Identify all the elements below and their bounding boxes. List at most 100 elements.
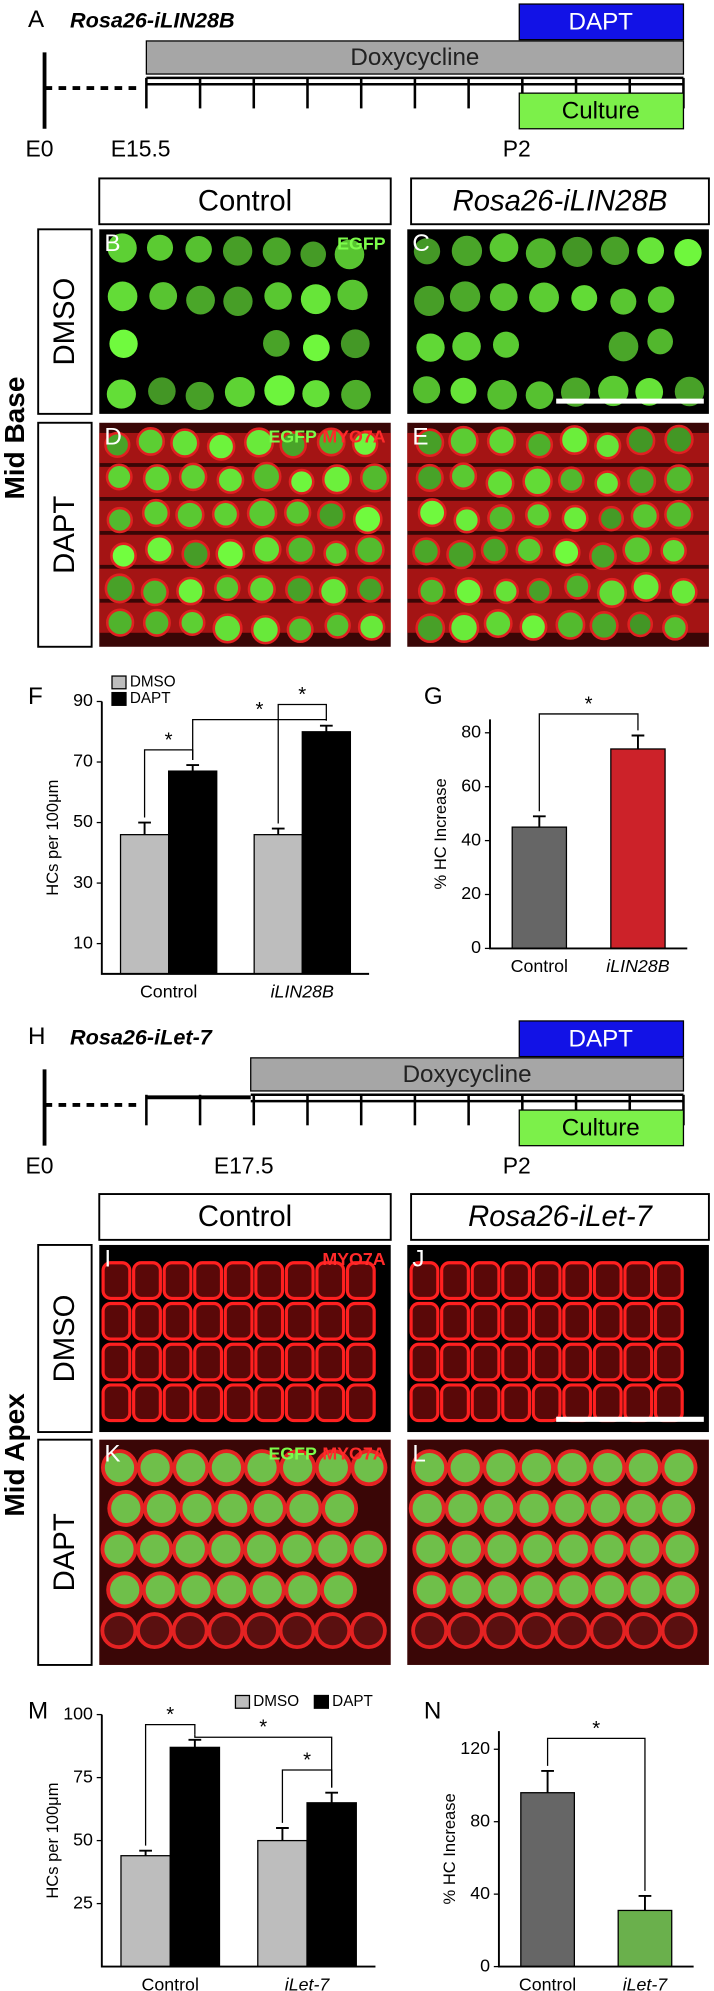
cell xyxy=(470,1261,501,1300)
cell xyxy=(345,1301,376,1341)
cell xyxy=(243,427,275,458)
panel-letter: I xyxy=(104,1246,111,1273)
bar xyxy=(520,1792,576,1968)
legend-swatch xyxy=(234,1694,251,1709)
y-tick-label: 10 xyxy=(73,932,93,952)
culture-label: Culture xyxy=(562,98,640,125)
cell xyxy=(589,542,617,571)
dapt-label: DAPT xyxy=(568,9,633,36)
bar xyxy=(511,826,568,950)
bar xyxy=(617,1909,673,1968)
cell xyxy=(176,576,205,606)
dapt-box xyxy=(518,1020,685,1058)
cell xyxy=(653,1301,684,1341)
cell xyxy=(110,542,137,570)
column-header: Rosa26-iLIN28B xyxy=(453,185,668,217)
timeline-title: Rosa26-iLet-7 xyxy=(70,1024,213,1049)
significance-label: * xyxy=(166,1704,174,1726)
cell xyxy=(489,233,519,262)
cell xyxy=(653,1261,684,1300)
cell xyxy=(317,500,346,530)
cell xyxy=(136,427,165,456)
cell xyxy=(483,1530,521,1568)
cell xyxy=(470,1383,501,1423)
stage-label: E15.5 xyxy=(111,135,171,161)
cell xyxy=(207,1612,245,1650)
cell xyxy=(412,1571,450,1609)
cell xyxy=(525,381,554,410)
cell xyxy=(140,578,169,607)
cell xyxy=(531,1301,562,1341)
significance-bracket xyxy=(194,1734,333,1788)
y-axis-label: % HC Increase xyxy=(431,778,450,889)
panel-label: H xyxy=(28,1023,45,1050)
cell xyxy=(623,1261,654,1300)
stage-label: E0 xyxy=(25,135,53,161)
error-bar xyxy=(325,1791,339,1803)
cell xyxy=(518,1612,556,1650)
cell xyxy=(531,1383,562,1423)
cell xyxy=(181,539,211,569)
cell xyxy=(224,377,255,407)
cell xyxy=(518,1449,555,1487)
error-bar xyxy=(319,724,333,732)
legend-swatch xyxy=(111,675,127,690)
cell xyxy=(662,1571,700,1609)
column-header: Control xyxy=(198,1201,292,1233)
cell xyxy=(213,1571,251,1609)
cell xyxy=(141,1571,179,1609)
cell xyxy=(623,1383,654,1423)
cell xyxy=(450,377,477,404)
cell xyxy=(286,535,316,565)
y-axis-label: HCs per 100μm xyxy=(43,1783,62,1899)
error-bar xyxy=(276,1827,289,1841)
bar xyxy=(253,834,303,975)
cell xyxy=(132,1383,162,1423)
cell xyxy=(493,578,519,605)
cell xyxy=(214,1489,252,1527)
cell xyxy=(596,577,627,608)
panel-letter: K xyxy=(104,1440,120,1467)
cell xyxy=(357,613,386,641)
legend-label: DMSO xyxy=(253,1693,299,1710)
cell xyxy=(250,615,281,645)
cell xyxy=(594,470,621,497)
cell xyxy=(101,1301,132,1341)
cell xyxy=(515,536,543,564)
y-tick-label: 30 xyxy=(73,872,93,892)
y-tick-label: 120 xyxy=(460,1738,490,1758)
cell xyxy=(215,538,246,569)
cell xyxy=(409,1301,440,1341)
cell xyxy=(354,534,385,565)
doxycycline-label: Doxycycline xyxy=(403,1061,532,1088)
error-bar xyxy=(139,1849,152,1856)
cell xyxy=(529,282,560,313)
membrane-band xyxy=(407,500,709,531)
cell xyxy=(519,1530,557,1568)
cell xyxy=(193,1261,224,1300)
cell xyxy=(284,1342,315,1382)
x-tick-label: Control xyxy=(142,1974,199,1991)
cell xyxy=(647,286,675,313)
cell xyxy=(590,1530,628,1568)
cell xyxy=(660,1612,698,1650)
cell xyxy=(352,504,383,535)
cell xyxy=(519,612,548,641)
cell xyxy=(610,288,637,315)
cell xyxy=(413,376,441,404)
legend-label: DAPT xyxy=(332,1693,373,1710)
significance-bracket xyxy=(546,1737,646,1891)
cell xyxy=(413,238,441,265)
cell xyxy=(216,466,245,494)
y-axis-label: % HC Increase xyxy=(440,1793,459,1904)
cell xyxy=(664,499,694,530)
bar xyxy=(168,770,218,975)
cell xyxy=(170,428,200,458)
y-tick-label: 40 xyxy=(461,829,481,849)
cell xyxy=(356,576,384,603)
cell xyxy=(647,328,673,355)
cell xyxy=(412,1530,450,1568)
cell xyxy=(172,1449,210,1487)
y-tick-label: 60 xyxy=(461,775,481,795)
